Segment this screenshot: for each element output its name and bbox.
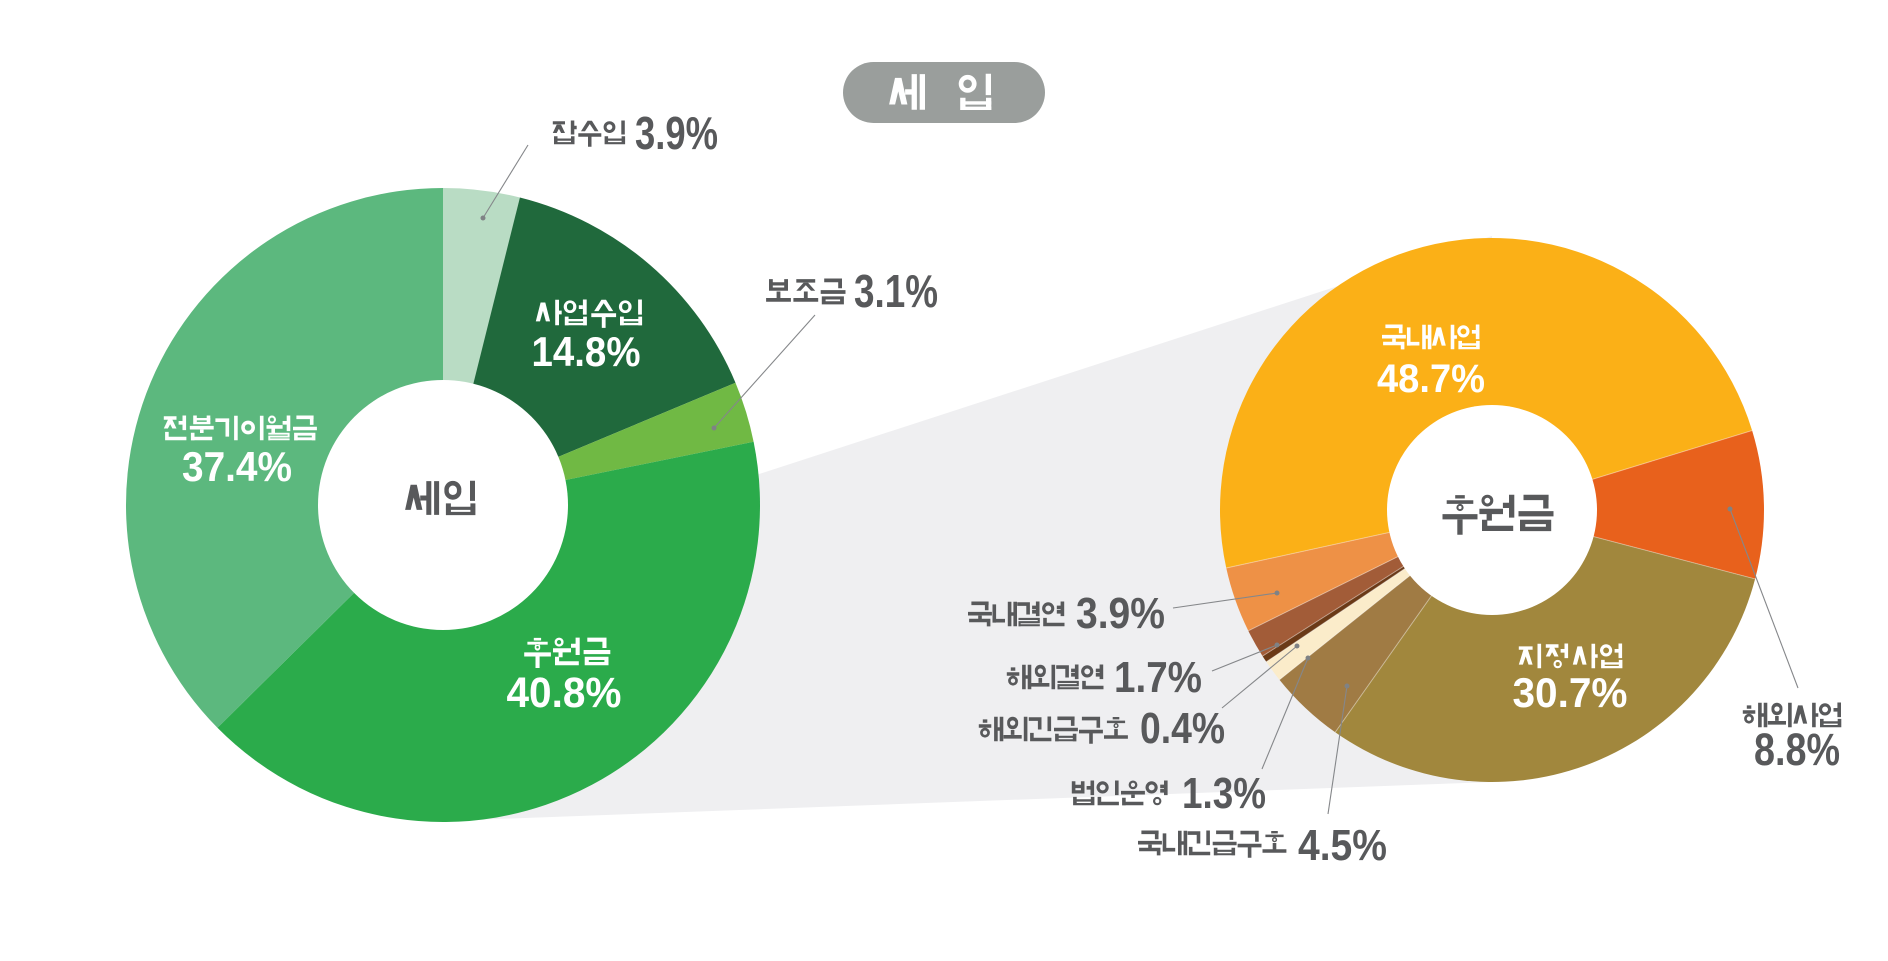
svg-text:1.3%: 1.3% <box>1182 769 1266 818</box>
svg-text:14.8%: 14.8% <box>532 328 641 375</box>
svg-text:0.4%: 0.4% <box>1140 704 1225 753</box>
svg-text:40.8%: 40.8% <box>507 669 622 717</box>
svg-text:30.7%: 30.7% <box>1513 669 1628 716</box>
svg-text:48.7%: 48.7% <box>1377 357 1485 401</box>
svg-text:1.7%: 1.7% <box>1114 653 1202 702</box>
svg-text:4.5%: 4.5% <box>1298 821 1387 870</box>
svg-text:3.1%: 3.1% <box>854 265 938 317</box>
svg-text:8.8%: 8.8% <box>1754 724 1840 775</box>
svg-text:3.9%: 3.9% <box>635 107 718 159</box>
svg-text:3.9%: 3.9% <box>1076 589 1165 638</box>
svg-text:37.4%: 37.4% <box>182 443 292 490</box>
